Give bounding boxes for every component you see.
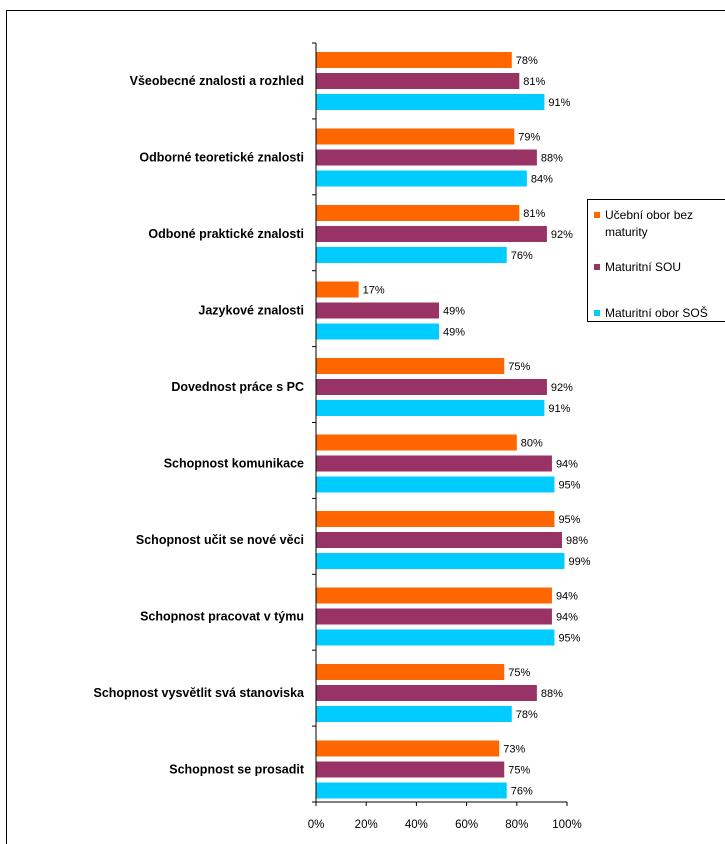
bar-value-label: 73% — [503, 744, 525, 756]
bar — [316, 587, 552, 604]
bar-value-label: 49% — [443, 306, 465, 318]
bar — [316, 358, 505, 374]
legend-item-sos: Maturitní obor SOŠ — [594, 305, 723, 322]
bar-value-label: 79% — [518, 132, 540, 144]
legend-label-sou: Maturitní SOU — [605, 260, 682, 274]
bar — [316, 400, 545, 416]
bar — [316, 629, 555, 646]
category-label: Schopnost učit se nové věci — [136, 533, 304, 547]
bar-value-label: 95% — [558, 480, 580, 492]
bar-value-label: 92% — [551, 229, 573, 241]
bar — [316, 379, 547, 395]
category-label: Odboné praktické znalosti — [148, 227, 304, 241]
bar-value-label: 95% — [558, 514, 580, 526]
bar-value-label: 88% — [541, 153, 563, 165]
bar-value-label: 94% — [556, 459, 578, 471]
legend-item-ucebni: Učební obor bez maturity — [594, 207, 723, 241]
bar-value-label: 91% — [548, 403, 570, 415]
bar — [316, 511, 555, 527]
bar-value-label: 78% — [516, 709, 538, 721]
bar — [316, 434, 517, 451]
bar — [316, 455, 552, 472]
bar — [316, 323, 439, 340]
bar — [316, 73, 520, 89]
legend-swatch-sos — [594, 310, 600, 316]
category-label: Všeobecné znalosti a rozhled — [130, 74, 304, 88]
bar-value-label: 91% — [548, 97, 570, 109]
bar-value-label: 76% — [511, 786, 533, 798]
bar-value-label: 92% — [551, 382, 573, 394]
category-label: Dovednost práce s PC — [171, 380, 304, 394]
x-tick-label: 0% — [308, 819, 325, 831]
bar — [316, 532, 562, 548]
bar-value-label: 94% — [556, 591, 578, 603]
legend-item-sou: Maturitní SOU — [594, 259, 723, 276]
chart-frame — [6, 10, 725, 844]
bar-value-label: 49% — [443, 327, 465, 339]
bar — [316, 782, 507, 799]
bar-value-label: 84% — [531, 174, 553, 186]
bar — [316, 205, 520, 221]
bar — [316, 740, 500, 757]
bar — [316, 170, 527, 187]
bar — [316, 52, 512, 68]
bar-value-label: 81% — [523, 208, 545, 220]
x-tick-label: 40% — [405, 819, 428, 831]
bar — [316, 128, 515, 145]
legend-swatch-ucebni — [594, 212, 600, 218]
category-label: Odborné teoretické znalosti — [139, 151, 304, 165]
category-label: Schopnost vysvětlit svá stanoviska — [93, 686, 305, 700]
chart-legend: Učební obor bez maturity Maturitní SOU M… — [587, 199, 725, 322]
bar-value-label: 17% — [363, 285, 385, 297]
x-tick-label: 20% — [355, 819, 378, 831]
x-tick-label: 100% — [552, 819, 581, 831]
legend-swatch-sou — [594, 264, 600, 270]
bar — [316, 302, 439, 319]
x-tick-label: 80% — [505, 819, 528, 831]
category-label: Jazykové znalosti — [198, 304, 304, 318]
category-label: Schopnost pracovat v týmu — [140, 610, 304, 624]
bar-value-label: 75% — [508, 667, 530, 679]
bar-value-label: 99% — [568, 556, 590, 568]
legend-label-ucebni: Učební obor bez maturity — [605, 208, 694, 239]
bar-value-label: 80% — [521, 438, 543, 450]
bar-value-label: 88% — [541, 688, 563, 700]
bar-value-label: 98% — [566, 535, 588, 547]
bar — [316, 476, 555, 493]
bar-value-label: 95% — [558, 633, 580, 645]
bar — [316, 553, 565, 569]
bar — [316, 281, 359, 298]
bar — [316, 706, 512, 722]
bar — [316, 761, 505, 778]
bar-value-label: 81% — [523, 76, 545, 88]
legend-label-sos: Maturitní obor SOŠ — [605, 306, 708, 320]
bar — [316, 226, 547, 242]
bar — [316, 685, 537, 701]
bar-value-label: 75% — [508, 765, 530, 777]
bar — [316, 149, 537, 166]
bar-value-label: 75% — [508, 361, 530, 373]
bar-value-label: 76% — [511, 250, 533, 262]
bar — [316, 664, 505, 680]
x-tick-label: 60% — [455, 819, 478, 831]
bar — [316, 247, 507, 263]
bar-value-label: 94% — [556, 612, 578, 624]
category-label: Schopnost se prosadit — [169, 763, 305, 777]
bar — [316, 94, 545, 110]
bar-value-label: 78% — [516, 55, 538, 67]
category-label: Schopnost komunikace — [164, 457, 304, 471]
bar — [316, 608, 552, 625]
